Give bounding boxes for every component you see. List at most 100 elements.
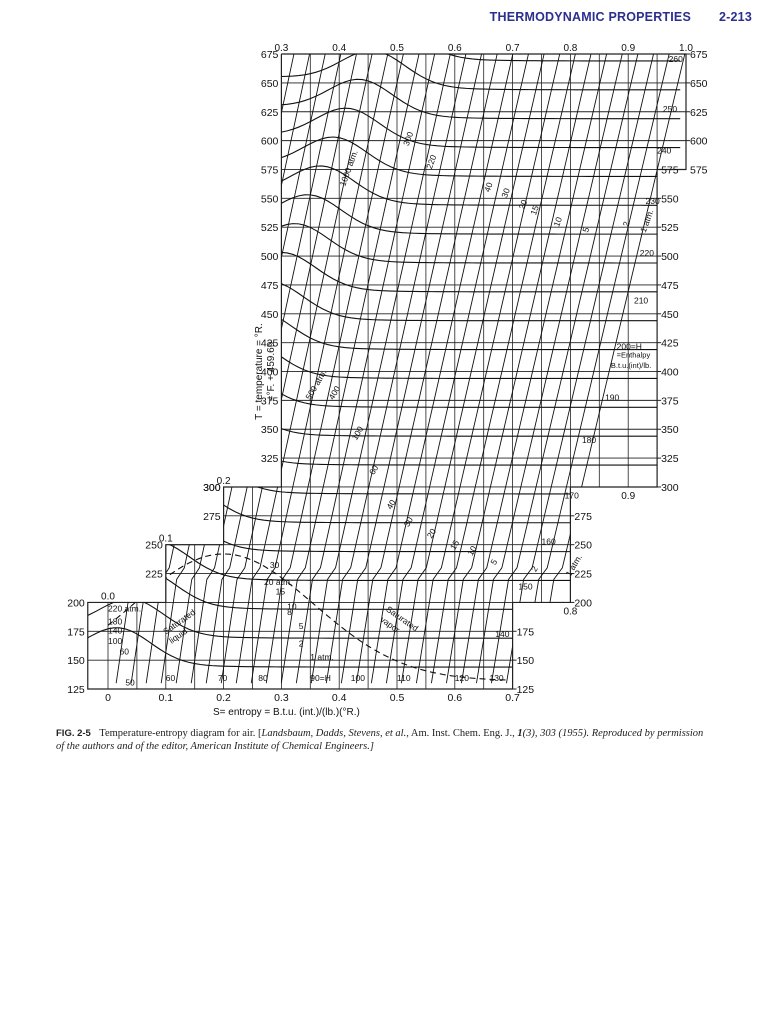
isobar-label: 100 [108,636,122,646]
y-tick-label: 650 [261,78,279,90]
enthalpy-label: 50 [125,678,135,688]
enthalpy-label: 180 [582,435,596,445]
x-tick-label: 0.2 [217,476,231,487]
isobar-label: 1 atm. [638,208,655,234]
caption-text: Temperature-entropy diagram for air. [99,728,256,739]
isobar-label: 30 [499,186,512,199]
enthalpy-label: 170 [565,491,579,501]
y-tick-label-right: 500 [661,251,679,263]
y-tick-label: 300 [203,482,221,494]
isobar-label: 5 [299,621,304,631]
y-tick-label-right: 200 [574,597,592,609]
enthalpy-label: 150 [518,582,532,592]
isobar-label: 40 [384,498,398,511]
isobar-label: 60 [120,646,130,656]
x-tick-label-bottom: 0.2 [216,692,231,704]
y-tick-label: 150 [67,655,85,667]
enthalpy-label: 210 [634,295,648,305]
y-tick-label: 400 [261,367,279,379]
y-tick-label: 625 [261,107,279,119]
y-tick-label: 375 [261,395,279,407]
x-tick-label-top: 0.4 [332,43,346,54]
y-tick-label: 525 [261,222,279,234]
y-tick-label: 675 [261,49,279,61]
enthalpy-label: 200=H [617,342,642,352]
y-tick-label: 450 [261,309,279,321]
x-tick-label-bottom: 0.7 [505,692,520,704]
isobar-label: 40 [482,181,495,194]
y-tick-label-right: 575 [661,164,679,176]
y-tick-label-right: 650 [690,78,708,90]
y-tick-label: 325 [261,453,279,465]
x-tick-label-top: 0.5 [390,43,404,54]
caption-volume: 1 [517,728,523,739]
enthalpy-label: 100 [351,673,365,683]
enthalpy-label: 110 [397,673,411,683]
isobar-label: 1 atm. [310,652,334,662]
x-tick-label-bottom: 0.5 [390,692,405,704]
x-tick-label-bottom: 0.6 [447,692,462,704]
enthalpy-legend: B.t.u.(int)/lb. [611,361,651,370]
isobar-label: 5 [488,557,499,566]
x-tick-label-top: 0.7 [506,43,520,54]
x-tick-label-bottom: 0.3 [274,692,289,704]
y-tick-label-right: 350 [661,424,679,436]
caption-authors: Landsbaum, Dadds, Stevens, et al., [261,728,409,739]
y-tick-label-right: 475 [661,280,679,292]
y-tick-label: 425 [261,338,279,350]
x-tick-label-top: 0.9 [621,43,635,54]
y-tick-label: 125 [67,684,85,696]
enthalpy-label: 140 [495,629,509,639]
y-tick-label: 575 [261,164,279,176]
x-tick-label: 0.0 [101,591,115,602]
enthalpy-label: 220 [640,248,654,258]
x-tick-label: 0.8 [563,606,577,617]
y-axis-title-2: =°F. + 459.69 [266,341,277,401]
y-tick-label-right: 300 [661,482,679,494]
figure-caption: FIG. 2-5 Temperature-entropy diagram for… [56,727,712,753]
y-tick-label-right: 375 [661,395,679,407]
page-number: 2-213 [719,10,752,24]
enthalpy-label: 80 [258,673,268,683]
figure-label: FIG. 2-5 [56,728,91,739]
y-tick-label-right: 550 [661,193,679,205]
y-tick-label-right: 225 [574,569,592,581]
enthalpy-label: 120 [455,673,469,683]
x-tick-label-bottom: 0.1 [158,692,173,704]
y-tick-label-right: 425 [661,338,679,350]
y-tick-label-right: 175 [517,626,535,638]
y-axis-title: T = temperature = °R. [254,323,265,420]
chart-labels: 3003253503754004254504755005255505756006… [67,43,707,718]
isobar-label: 20 atm. [264,577,292,587]
y-tick-label-right: 125 [517,684,535,696]
isobar-label: 2 [621,220,632,228]
isobar-label: 220 [424,153,438,170]
enthalpy-label: 70 [218,673,228,683]
chart-grid [87,53,690,690]
isobar-label: 400 [326,384,342,402]
y-tick-label: 300 [203,482,221,494]
x-tick-label-bottom: 0 [105,692,111,704]
running-head: THERMODYNAMIC PROPERTIES 2-213 [490,10,752,24]
isobar-label: 15 [448,538,462,551]
x-tick-label-top: 0.6 [448,43,462,54]
y-tick-label-right: 525 [661,222,679,234]
x-tick-label: 0.1 [159,534,173,545]
y-tick-label: 175 [67,626,85,638]
y-tick-label: 275 [203,511,221,523]
enthalpy-label: 160 [542,537,556,547]
isobar-label: 1000 atm. [337,149,359,188]
x-axis-title: S= entropy = B.t.u. (int.)/(lb.)(°R.) [213,707,360,718]
y-tick-label-right: 400 [661,367,679,379]
y-tick-label-right: 275 [574,511,592,523]
chart-curves [87,54,686,684]
y-tick-label: 250 [145,540,163,552]
y-tick-label: 550 [261,193,279,205]
enthalpy-label: 90=H [310,673,331,683]
y-tick-label: 200 [67,597,85,609]
enthalpy-label: 60 [166,673,176,683]
x-tick-label: 0.9 [621,491,635,502]
isobar-label: 15 [276,586,286,596]
y-tick-label: 500 [261,251,279,263]
y-tick-label-right: 675 [690,49,708,61]
